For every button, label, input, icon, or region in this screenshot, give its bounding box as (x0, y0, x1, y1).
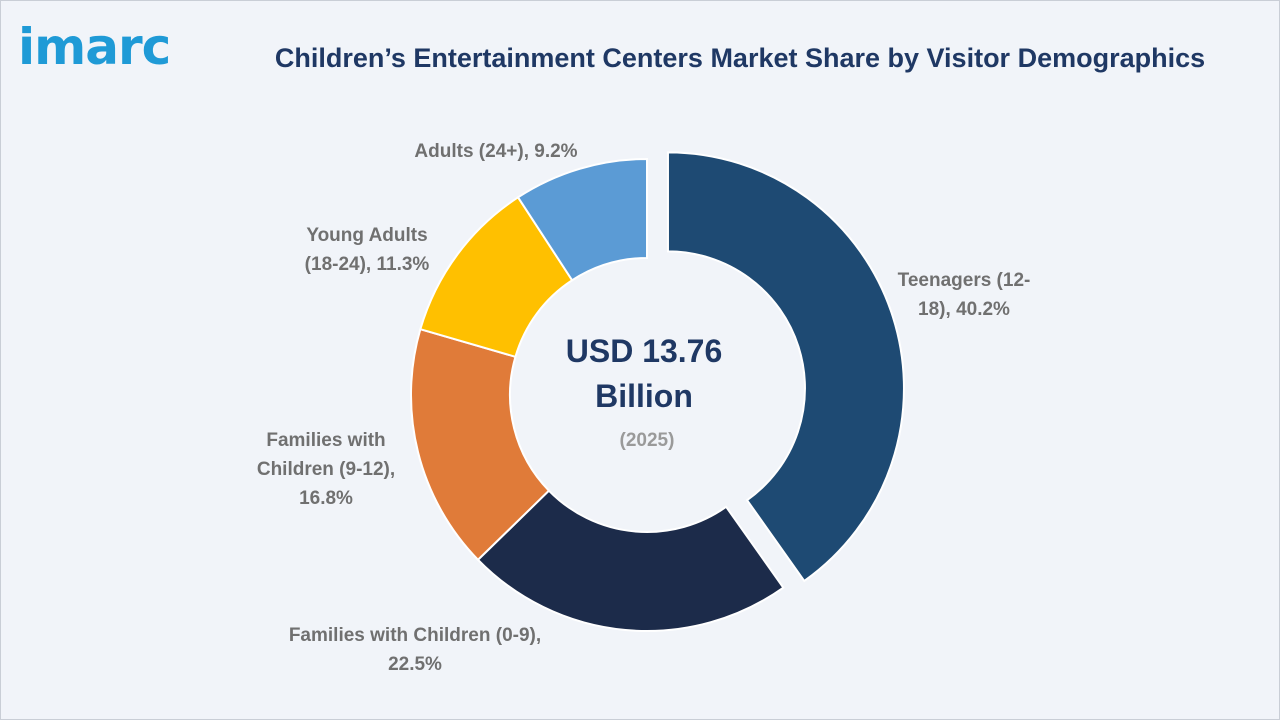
center-year: (2025) (620, 430, 675, 451)
slice-label-1-line-0: Families with Children (0-9), (289, 625, 541, 646)
slice-label-0-line-1: 18), 40.2% (918, 299, 1010, 320)
slice-label-2-line-1: Children (9-12), (257, 459, 395, 480)
slice-label-1-line-1: 22.5% (388, 654, 442, 675)
center-label: USD 13.76 Billion (2025) (566, 333, 723, 451)
slice-label-2: Families with Children (9-12), 16.8% (257, 430, 395, 509)
slice-label-3-line-0: Young Adults (306, 225, 427, 246)
slice-label-0-line-0: Teenagers (12- (898, 270, 1031, 291)
chart-title: Children’s Entertainment Centers Market … (274, 43, 1206, 73)
slice-label-1: Families with Children (0-9), 22.5% (289, 625, 541, 675)
donut-slice-4 (516, 157, 648, 282)
center-value-line2: Billion (595, 378, 693, 414)
donut-slice-2 (410, 327, 551, 562)
slice-label-2-line-0: Families with (266, 430, 385, 451)
donut-slice-0 (666, 151, 905, 583)
imarc-logo: imarc (18, 18, 171, 76)
slice-label-2-line-2: 16.8% (299, 488, 353, 509)
slice-label-0: Teenagers (12- 18), 40.2% (898, 270, 1031, 320)
center-value-line1: USD 13.76 (566, 333, 723, 369)
donut-slices (410, 151, 905, 632)
donut-slice-1 (476, 489, 785, 632)
slice-label-3-line-1: (18-24), 11.3% (305, 254, 430, 275)
slice-label-4-line-0: Adults (24+), 9.2% (414, 141, 577, 162)
slice-label-3: Young Adults (18-24), 11.3% (305, 225, 430, 275)
slice-labels: Teenagers (12- 18), 40.2% Families with Ch… (257, 141, 1031, 675)
slice-label-4: Adults (24+), 9.2% (414, 141, 577, 162)
